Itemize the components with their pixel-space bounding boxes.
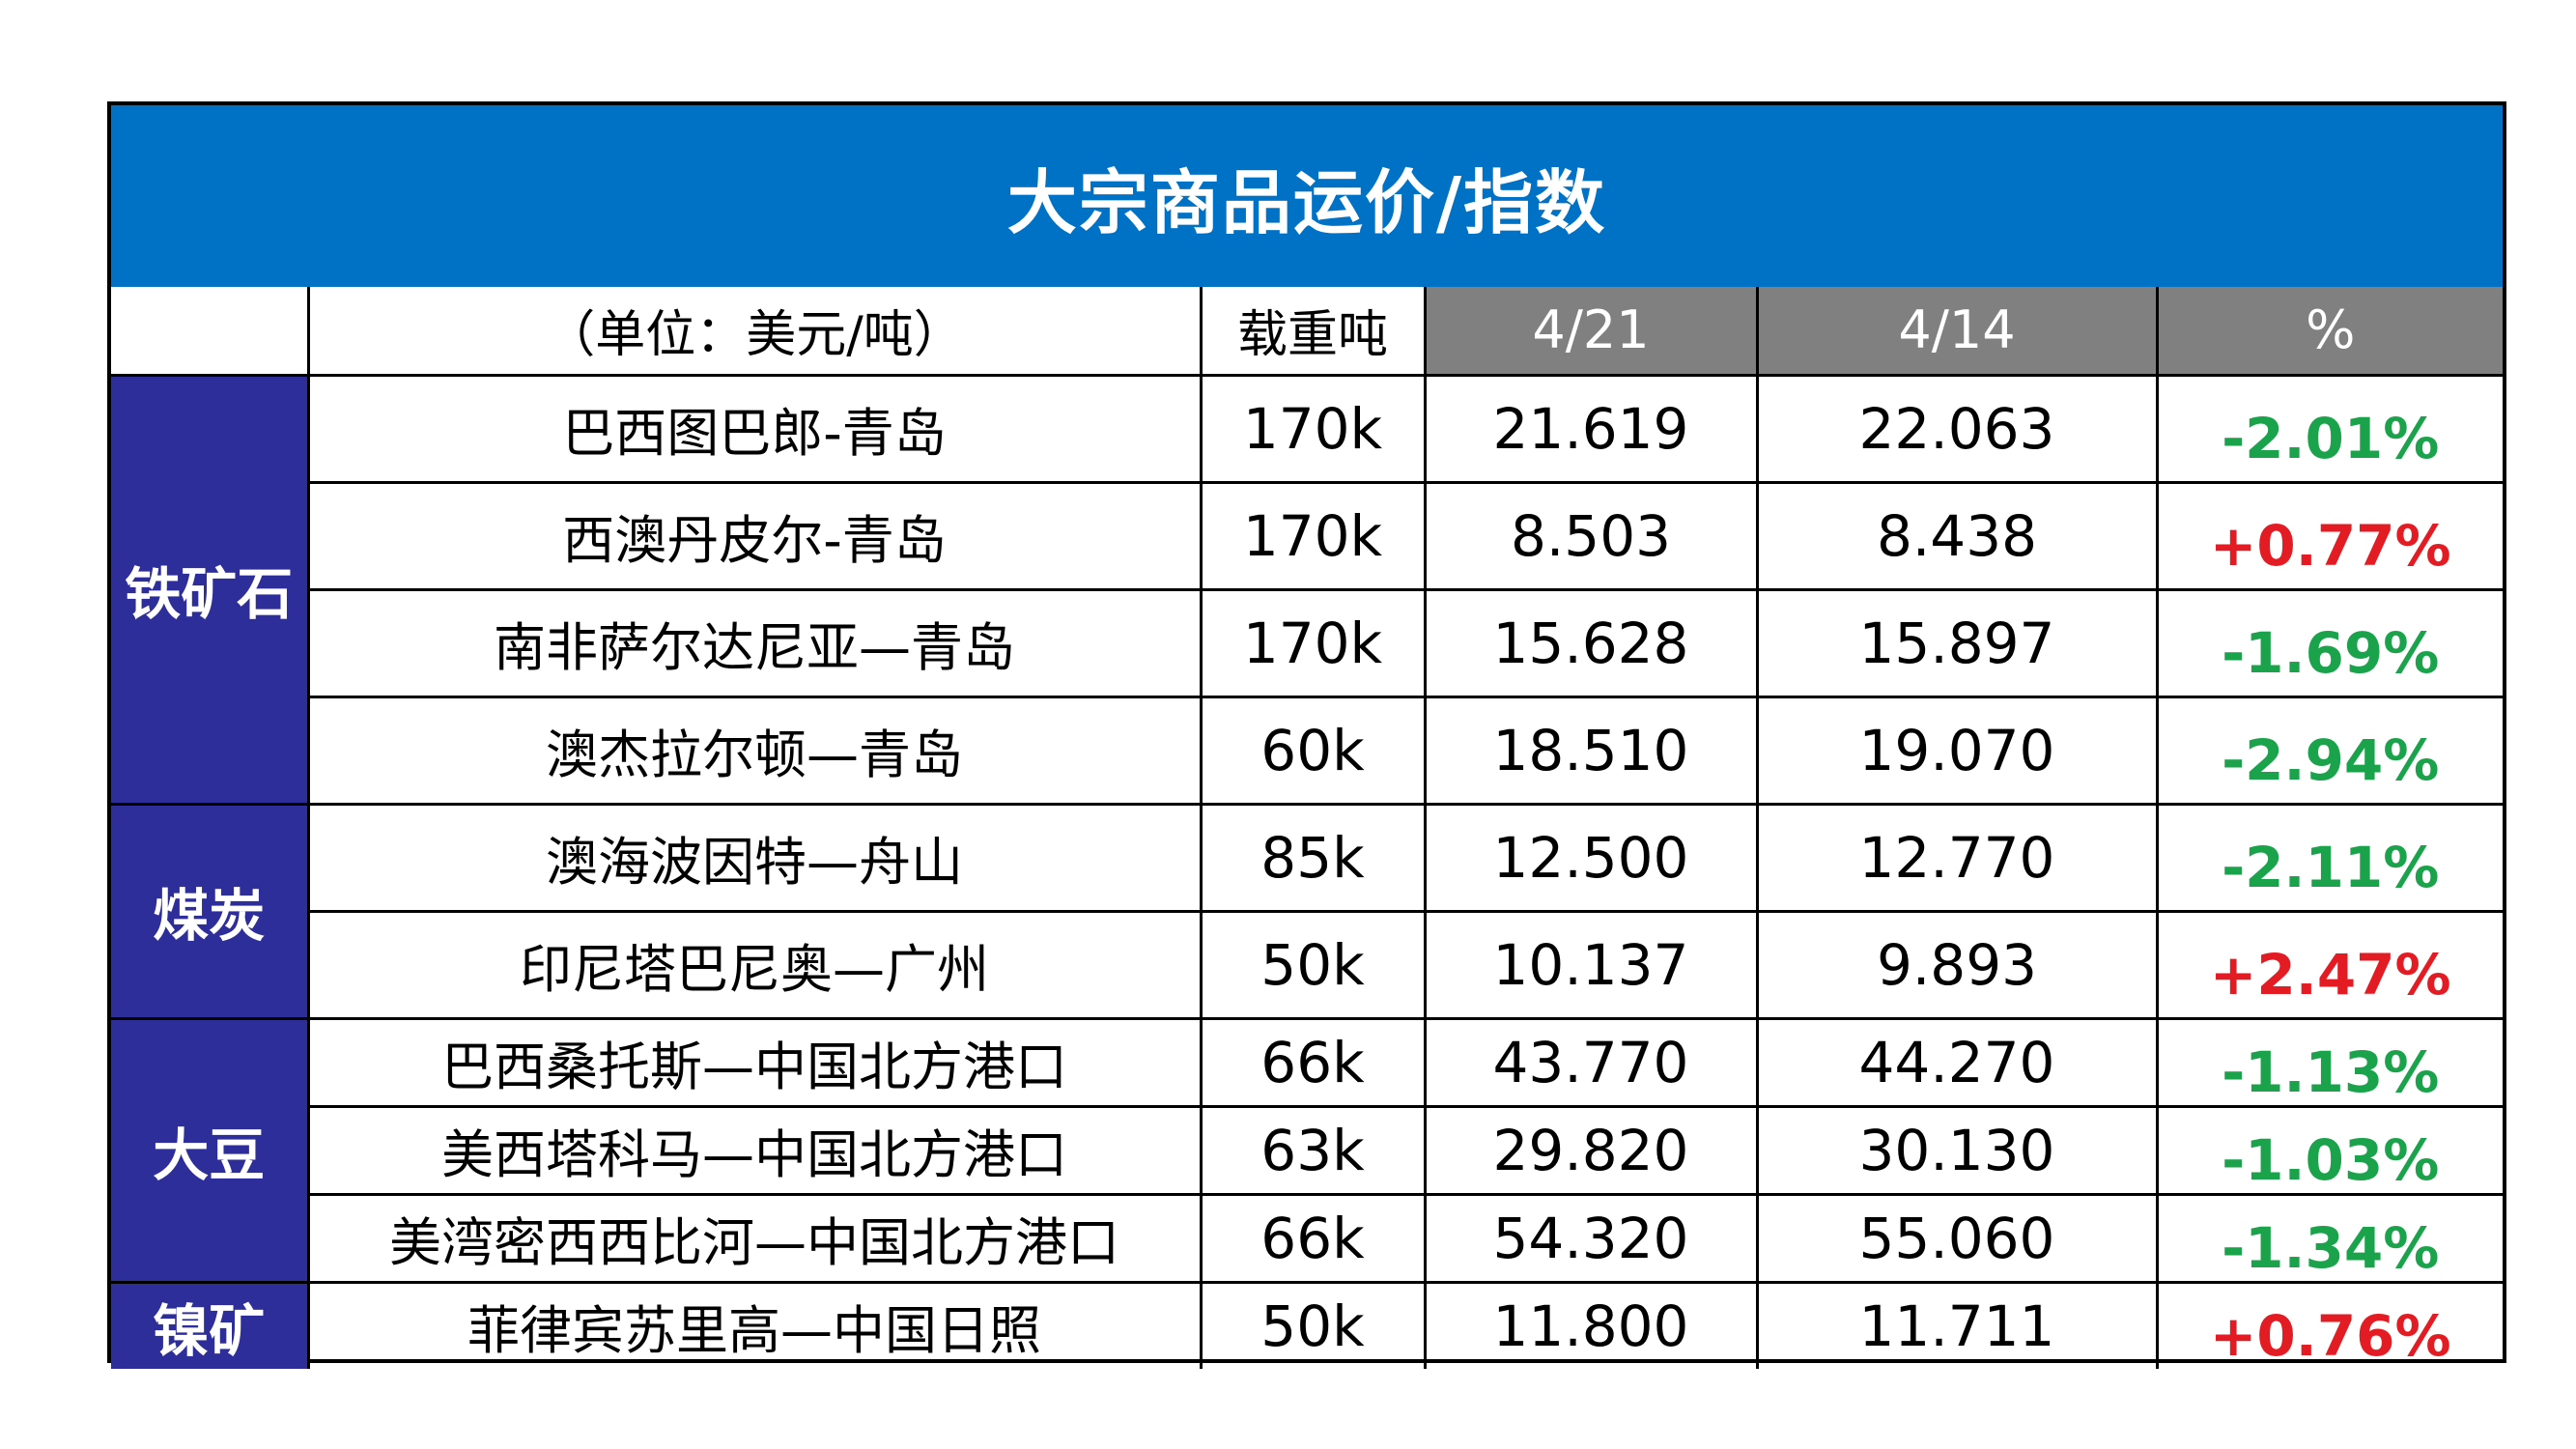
value-current-cell: 43.770 xyxy=(1423,1016,1759,1108)
dwt-cell: 50k xyxy=(1199,909,1427,1020)
value-current-cell: 12.500 xyxy=(1423,802,1759,913)
route-cell: 澳杰拉尔顿—青岛 xyxy=(308,695,1203,806)
change-percent-cell: +0.76% xyxy=(2155,1280,2503,1369)
value-previous-cell: 15.897 xyxy=(1755,587,2159,698)
header-percent: % xyxy=(2155,287,2503,377)
dwt-cell: 170k xyxy=(1199,373,1427,484)
route-cell: 美西塔科马—中国北方港口 xyxy=(308,1104,1203,1196)
value-previous-cell: 9.893 xyxy=(1755,909,2159,1020)
route-cell: 南非萨尔达尼亚—青岛 xyxy=(308,587,1203,698)
route-cell: 菲律宾苏里高—中国日照 xyxy=(306,1280,1203,1369)
category-cell: 大豆 xyxy=(111,1016,310,1284)
change-percent-cell: -2.94% xyxy=(2155,695,2503,806)
header-date-current: 4/21 xyxy=(1423,287,1759,377)
route-cell: 巴西桑托斯—中国北方港口 xyxy=(306,1016,1203,1108)
route-cell: 澳海波因特—舟山 xyxy=(306,802,1203,913)
table-row: 澳杰拉尔顿—青岛 60k 18.510 19.070 -2.94% xyxy=(111,695,2503,806)
value-previous-cell: 55.060 xyxy=(1755,1192,2159,1284)
value-current-cell: 10.137 xyxy=(1423,909,1759,1020)
value-current-cell: 29.820 xyxy=(1423,1104,1759,1196)
change-percent-cell: -1.69% xyxy=(2155,587,2503,698)
route-cell: 巴西图巴郎-青岛 xyxy=(306,373,1203,484)
category-cell: 镍矿 xyxy=(111,1280,310,1369)
header-dwt: 载重吨 xyxy=(1199,287,1427,377)
route-cell: 印尼塔巴尼奥—广州 xyxy=(308,909,1203,1020)
dwt-cell: 60k xyxy=(1199,695,1427,806)
table-row: 大豆 巴西桑托斯—中国北方港口 66k 43.770 44.270 -1.13% xyxy=(111,1016,2503,1284)
dwt-cell: 85k xyxy=(1199,802,1427,913)
change-percent-cell: -1.34% xyxy=(2155,1192,2503,1284)
route-cell: 美湾密西西比河—中国北方港口 xyxy=(308,1192,1203,1284)
table-row: 铁矿石 巴西图巴郎-青岛 170k 21.619 22.063 -2.01% xyxy=(111,373,2503,806)
value-previous-cell: 12.770 xyxy=(1755,802,2159,913)
route-cell: 西澳丹皮尔-青岛 xyxy=(308,480,1203,591)
category-cell: 铁矿石 xyxy=(111,373,310,806)
change-percent-cell: -2.01% xyxy=(2155,373,2503,484)
freight-rate-table: 大宗商品运价/指数 （单位：美元/吨） 载重吨 4/21 4/14 % 铁矿石巴… xyxy=(107,101,2506,1369)
change-percent-cell: -2.11% xyxy=(2155,802,2503,913)
dwt-cell: 170k xyxy=(1199,480,1427,591)
value-previous-cell: 30.130 xyxy=(1755,1104,2159,1196)
dwt-cell: 170k xyxy=(1199,587,1427,698)
table-row: 印尼塔巴尼奥—广州 50k 10.137 9.893 +2.47% xyxy=(111,909,2503,1020)
dwt-cell: 63k xyxy=(1199,1104,1427,1196)
header-date-previous: 4/14 xyxy=(1755,287,2159,377)
value-current-cell: 18.510 xyxy=(1423,695,1759,806)
value-current-cell: 11.800 xyxy=(1423,1280,1759,1369)
table-row: 美西塔科马—中国北方港口 63k 29.820 30.130 -1.03% xyxy=(111,1104,2503,1196)
table-row: 南非萨尔达尼亚—青岛 170k 15.628 15.897 -1.69% xyxy=(111,587,2503,698)
category-cell: 煤炭 xyxy=(111,802,310,1020)
header-row: （单位：美元/吨） 载重吨 4/21 4/14 % xyxy=(111,287,2503,377)
dwt-cell: 50k xyxy=(1199,1280,1427,1369)
value-current-cell: 54.320 xyxy=(1423,1192,1759,1284)
rate-grid: （单位：美元/吨） 载重吨 4/21 4/14 % 铁矿石 巴西图巴郎-青岛 170… xyxy=(111,287,2503,1369)
dwt-cell: 66k xyxy=(1199,1192,1427,1284)
dwt-cell: 66k xyxy=(1199,1016,1427,1108)
value-current-cell: 15.628 xyxy=(1423,587,1759,698)
value-previous-cell: 44.270 xyxy=(1755,1016,2159,1108)
table-row: 美湾密西西比河—中国北方港口 66k 54.320 55.060 -1.34% xyxy=(111,1192,2503,1284)
table-title: 大宗商品运价/指数 xyxy=(111,105,2503,287)
table-row: 煤炭 澳海波因特—舟山 85k 12.500 12.770 -2.11% xyxy=(111,802,2503,1020)
change-percent-cell: -1.03% xyxy=(2155,1104,2503,1196)
value-previous-cell: 22.063 xyxy=(1755,373,2159,484)
value-previous-cell: 19.070 xyxy=(1755,695,2159,806)
value-previous-cell: 11.711 xyxy=(1755,1280,2159,1369)
header-blank-cell xyxy=(111,287,310,377)
value-previous-cell: 8.438 xyxy=(1755,480,2159,591)
header-unit: （单位：美元/吨） xyxy=(306,287,1203,377)
table-row: 镍矿 菲律宾苏里高—中国日照 50k 11.800 11.711 +0.76% xyxy=(111,1280,2503,1369)
value-current-cell: 8.503 xyxy=(1423,480,1759,591)
change-percent-cell: +0.77% xyxy=(2155,480,2503,591)
change-percent-cell: -1.13% xyxy=(2155,1016,2503,1108)
value-current-cell: 21.619 xyxy=(1423,373,1759,484)
change-percent-cell: +2.47% xyxy=(2155,909,2503,1020)
table-row: 西澳丹皮尔-青岛 170k 8.503 8.438 +0.77% xyxy=(111,480,2503,591)
